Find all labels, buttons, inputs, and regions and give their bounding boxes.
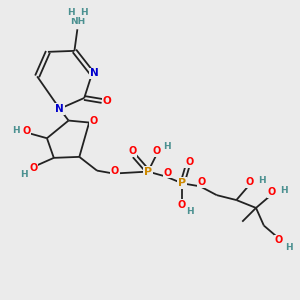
Text: O: O	[102, 96, 111, 106]
Text: N: N	[90, 68, 98, 78]
Text: H: H	[186, 207, 194, 216]
Text: O: O	[153, 146, 161, 156]
Text: O: O	[185, 157, 194, 167]
Text: O: O	[110, 166, 119, 176]
Text: H: H	[67, 8, 74, 17]
Text: H: H	[163, 142, 170, 151]
Text: N: N	[55, 104, 64, 114]
Text: O: O	[198, 177, 206, 188]
Text: H: H	[280, 186, 287, 195]
Text: O: O	[246, 177, 254, 188]
Text: O: O	[164, 168, 172, 178]
Text: H: H	[258, 176, 266, 185]
Text: O: O	[22, 126, 31, 136]
Text: O: O	[29, 163, 37, 173]
Text: O: O	[90, 116, 98, 126]
Text: H: H	[21, 170, 28, 179]
Text: P: P	[178, 178, 187, 188]
Text: O: O	[128, 146, 136, 156]
Text: H: H	[12, 126, 19, 135]
Text: P: P	[144, 167, 152, 177]
Text: H: H	[286, 243, 293, 252]
Text: NH: NH	[70, 17, 85, 26]
Text: H: H	[80, 8, 88, 17]
Text: O: O	[268, 187, 276, 197]
Text: O: O	[177, 200, 185, 210]
Text: O: O	[274, 235, 283, 245]
